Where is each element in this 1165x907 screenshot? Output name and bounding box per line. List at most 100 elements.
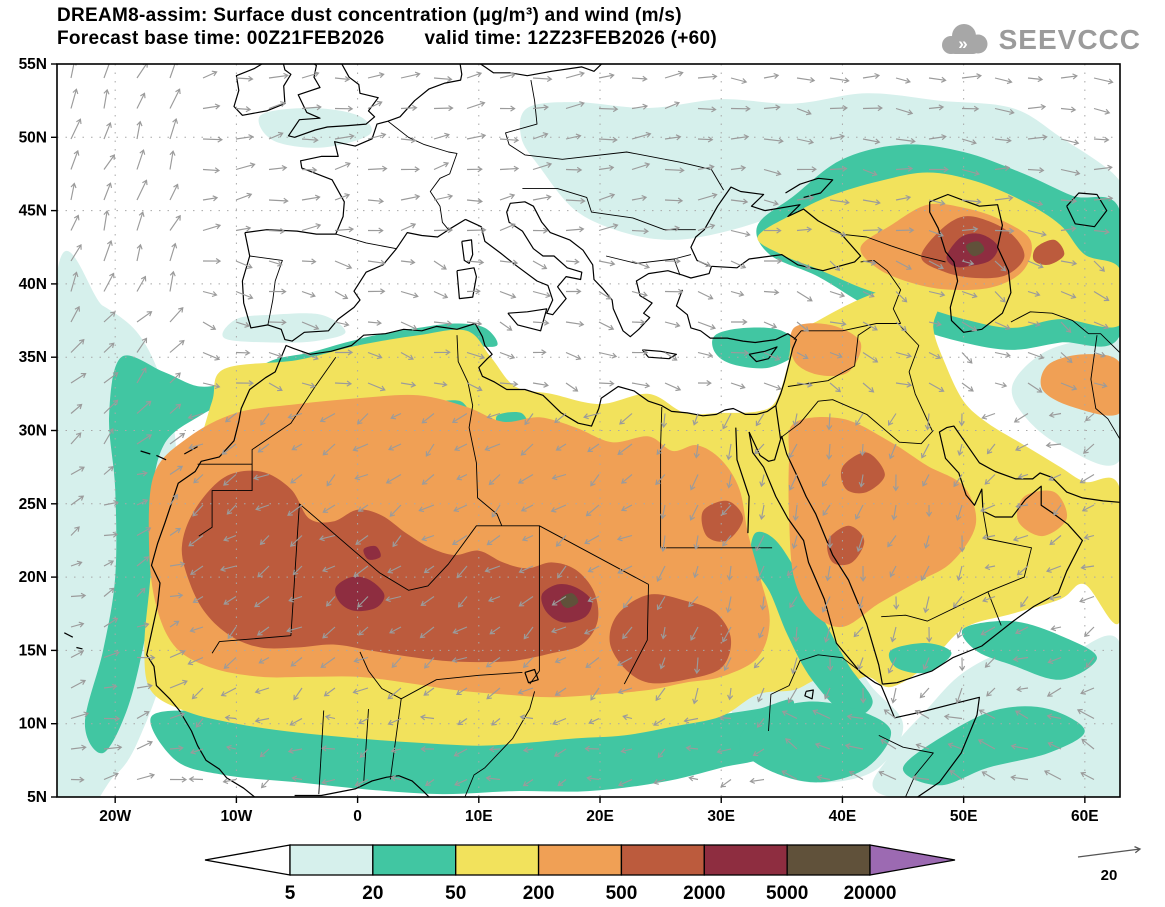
wind-arrow	[268, 131, 284, 140]
y-tick-label: 15N	[19, 642, 47, 659]
wind-arrow	[554, 656, 567, 664]
wind-arrow	[190, 565, 204, 575]
wind-arrow	[202, 321, 217, 330]
wind-arrow	[288, 595, 303, 603]
wind-arrow	[521, 534, 534, 542]
dust-region-level-7	[966, 241, 985, 257]
wind-arrow	[961, 198, 982, 205]
wind-arrow	[880, 739, 897, 750]
wind-arrow	[169, 117, 179, 140]
wind-arrow	[862, 168, 878, 177]
wind-arrow	[587, 595, 600, 603]
wind-arrow	[730, 165, 747, 172]
coastline	[233, 64, 292, 116]
wind-arrow	[1020, 596, 1029, 608]
wind-arrow	[730, 382, 746, 390]
wind-arrow	[553, 748, 567, 757]
wind-arrow	[565, 258, 580, 265]
wind-arrow	[752, 748, 765, 757]
wind-arrow	[922, 474, 930, 487]
wind-arrow	[660, 504, 667, 520]
wind-arrow	[994, 195, 1014, 202]
wind-arrow	[254, 596, 270, 608]
wind-arrow	[862, 259, 877, 266]
wind-arrow	[730, 77, 748, 85]
dust-region-level-2	[150, 699, 795, 795]
wind-arrow	[103, 399, 119, 414]
wind-arrow	[254, 687, 270, 694]
wind-arrow	[598, 260, 616, 267]
wind-arrow	[697, 73, 718, 80]
wind-arrow	[788, 474, 798, 491]
wind-arrow	[499, 222, 516, 232]
wind-arrow	[949, 770, 963, 780]
wind-arrow	[1093, 260, 1105, 272]
wind-arrow	[466, 133, 487, 140]
country-border	[860, 259, 902, 324]
coastline	[140, 450, 151, 455]
wind-arrow	[169, 64, 178, 79]
wind-arrow	[631, 131, 652, 140]
colorbar-label: 5000	[766, 883, 808, 904]
wind-arrow	[188, 443, 204, 450]
wind-arrow	[862, 290, 875, 298]
wind-arrow	[730, 349, 750, 357]
wind-arrow	[565, 166, 583, 173]
wind-arrow	[70, 118, 82, 140]
wind-arrow	[860, 565, 867, 582]
wind-arrow	[781, 710, 798, 720]
wind-arrow	[826, 443, 833, 460]
wind-arrow	[598, 291, 612, 300]
colorbar-label: 500	[606, 883, 638, 904]
wind-arrow	[103, 465, 114, 475]
coastline	[690, 186, 862, 272]
coastline	[748, 405, 782, 462]
wind-arrow	[1027, 321, 1041, 328]
wind-arrow	[1047, 741, 1062, 750]
wind-arrow	[1010, 743, 1029, 750]
wind-arrow	[253, 473, 270, 481]
wind-arrow	[565, 320, 585, 328]
wind-arrow	[70, 776, 85, 783]
seevccc-logo: » SEEVCCC	[936, 22, 1141, 58]
wind-arrow	[268, 382, 283, 392]
wind-arrow	[617, 687, 633, 695]
wind-arrow	[755, 535, 765, 552]
wind-arrow	[656, 443, 666, 456]
wind-arrow	[466, 101, 486, 110]
wind-arrow	[451, 535, 468, 545]
coastline	[465, 201, 713, 338]
wind-arrow	[452, 626, 468, 635]
coastline	[456, 267, 477, 300]
wind-arrow	[961, 168, 981, 177]
wind-arrow	[532, 194, 552, 201]
wind-arrow	[697, 136, 714, 143]
wind-arrow	[697, 164, 715, 171]
wind-arrow	[793, 626, 800, 643]
wind-arrow	[385, 595, 402, 603]
wind-arrow	[749, 777, 765, 784]
wind-arrow	[829, 290, 846, 298]
y-tick-label: 50N	[19, 129, 47, 146]
wind-arrow	[961, 260, 975, 266]
wind-arrow	[367, 198, 385, 205]
country-border	[211, 635, 291, 654]
wind-arrow	[322, 443, 336, 456]
wind-arrow	[1015, 626, 1029, 635]
wind-arrow	[664, 101, 681, 110]
wind-arrow	[914, 709, 930, 719]
wind-arrow	[254, 717, 270, 724]
wind-arrow	[70, 243, 82, 262]
y-tick-label: 45N	[19, 203, 47, 220]
wind-arrow	[583, 412, 600, 420]
wind-arrow	[620, 504, 633, 512]
colorbar-segment	[703, 844, 788, 876]
country-border	[529, 525, 540, 685]
wind-arrow	[1013, 413, 1029, 423]
wind-arrow	[136, 311, 153, 323]
y-tick-label: 5N	[27, 789, 47, 806]
wind-arrow	[334, 349, 354, 356]
wind-arrow	[169, 306, 184, 323]
wind-arrow	[1093, 164, 1113, 171]
country-border	[468, 405, 503, 526]
